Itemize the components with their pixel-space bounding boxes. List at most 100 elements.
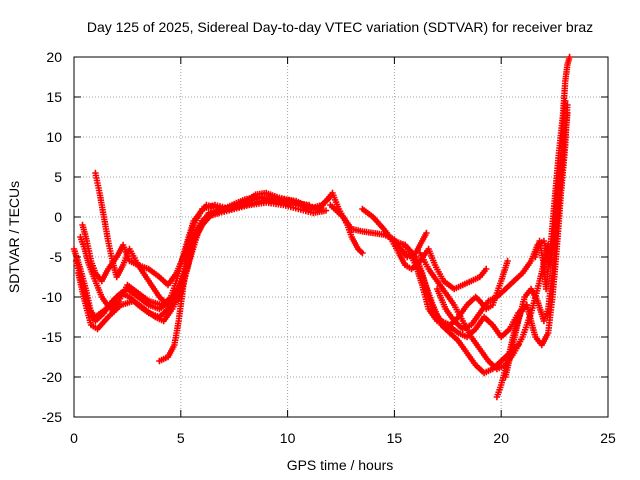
data-point-segment xyxy=(442,289,456,307)
data-point-segment xyxy=(468,333,482,351)
data-point-segment xyxy=(226,200,246,213)
data-point-segment xyxy=(75,269,88,302)
data-point-segment xyxy=(100,213,111,242)
data-point-segment xyxy=(359,205,375,219)
data-point-segment xyxy=(559,80,569,117)
data-point-segment xyxy=(164,280,179,309)
data-point-segment xyxy=(540,308,551,325)
data-point-segment xyxy=(190,220,205,241)
data-point-segment xyxy=(145,277,162,299)
data-point-segment xyxy=(451,317,465,331)
data-point-segment xyxy=(493,287,507,301)
series-trace-6 xyxy=(92,169,227,309)
data-point-segment xyxy=(288,199,313,209)
data-point-segment xyxy=(85,261,98,282)
y-tick-label: -5 xyxy=(50,249,63,265)
data-point-segment xyxy=(459,322,473,333)
data-point-segment xyxy=(455,337,469,355)
data-point-segment xyxy=(527,285,540,303)
data-point-segment xyxy=(429,301,444,326)
data-point-segment xyxy=(124,281,140,295)
data-point-segment xyxy=(553,176,564,229)
data-point-segment xyxy=(440,277,456,291)
data-point-segment xyxy=(130,297,146,311)
plot-frame xyxy=(73,56,609,418)
data-point-segment xyxy=(395,249,408,267)
data-point-segment xyxy=(419,229,430,245)
data-point-segment xyxy=(431,261,446,282)
y-tick-label: 5 xyxy=(54,169,62,185)
data-point-segment xyxy=(555,112,567,157)
data-point-segment xyxy=(438,321,452,335)
data-point-segment xyxy=(160,307,174,325)
data-point-segment xyxy=(553,192,564,253)
data-point-segment xyxy=(451,282,464,293)
data-point-segment xyxy=(502,279,516,293)
data-point-segment xyxy=(519,259,533,277)
data-point-segment xyxy=(94,315,110,333)
data-point-segment xyxy=(164,271,179,289)
data-point-segment xyxy=(141,305,157,319)
data-point-segment xyxy=(199,209,214,225)
data-point-segment xyxy=(433,285,448,310)
data-point-segment xyxy=(498,257,511,285)
axis-ticks xyxy=(73,56,609,418)
series-trace-17 xyxy=(502,109,571,381)
data-point-segment xyxy=(463,349,478,367)
data-point-segment xyxy=(203,201,227,213)
x-axis-label: GPS time / hours xyxy=(287,457,394,473)
data-point-segment xyxy=(190,203,208,225)
data-point-segment xyxy=(483,303,494,313)
data-point-segment xyxy=(485,294,498,305)
x-tick-label: 0 xyxy=(70,430,78,446)
data-point-segment xyxy=(433,277,448,295)
data-point-segment xyxy=(416,249,431,270)
data-point-segment xyxy=(369,213,386,231)
data-point-segment xyxy=(455,329,469,340)
data-point-segment xyxy=(493,384,504,401)
data-point-segment xyxy=(472,293,482,303)
series-trace-18 xyxy=(532,53,573,293)
data-point-segment xyxy=(134,261,151,283)
data-point-segment xyxy=(169,292,183,313)
data-point-segment xyxy=(419,281,432,310)
data-point-segment xyxy=(557,136,569,181)
y-tick-label: 15 xyxy=(46,89,62,105)
data-point-segment xyxy=(472,361,486,375)
data-point-segment xyxy=(498,327,512,341)
data-point-segment xyxy=(113,263,126,281)
data-point-segment xyxy=(476,299,491,317)
chart-title: Day 125 of 2025, Sidereal Day-to-day VTE… xyxy=(87,19,593,35)
data-point-segment xyxy=(115,284,130,305)
data-point-segment xyxy=(152,313,165,324)
data-point-segment xyxy=(175,288,186,325)
data-point-segment xyxy=(549,224,560,277)
data-point-segment xyxy=(348,233,361,251)
data-point-segment xyxy=(542,248,554,293)
data-point-segment xyxy=(545,296,556,337)
data-point-segment xyxy=(401,261,413,271)
data-point-segment xyxy=(510,271,525,285)
data-point-segment xyxy=(564,53,573,69)
y-tick-label: 0 xyxy=(54,209,62,225)
data-point-segment xyxy=(515,296,528,325)
data-point-segment xyxy=(77,233,87,250)
data-point-segment xyxy=(329,189,342,210)
x-tick-label: 25 xyxy=(600,430,616,446)
data-point-segment xyxy=(442,305,456,323)
y-axis-label: SDTVAR / TECUs xyxy=(6,181,22,293)
data-point-segment xyxy=(126,245,141,266)
data-point-segment xyxy=(444,321,460,335)
data-point-segment xyxy=(480,366,494,377)
data-point-segment xyxy=(179,260,190,293)
data-point-segment xyxy=(562,109,571,141)
series-trace-7 xyxy=(156,209,214,365)
data-point-segment xyxy=(476,345,491,363)
x-tick-label: 10 xyxy=(280,430,296,446)
data-point-segment xyxy=(96,189,107,218)
data-point-segment xyxy=(412,253,427,282)
y-tick-label: -25 xyxy=(42,409,62,425)
x-tick-label: 15 xyxy=(387,430,403,446)
